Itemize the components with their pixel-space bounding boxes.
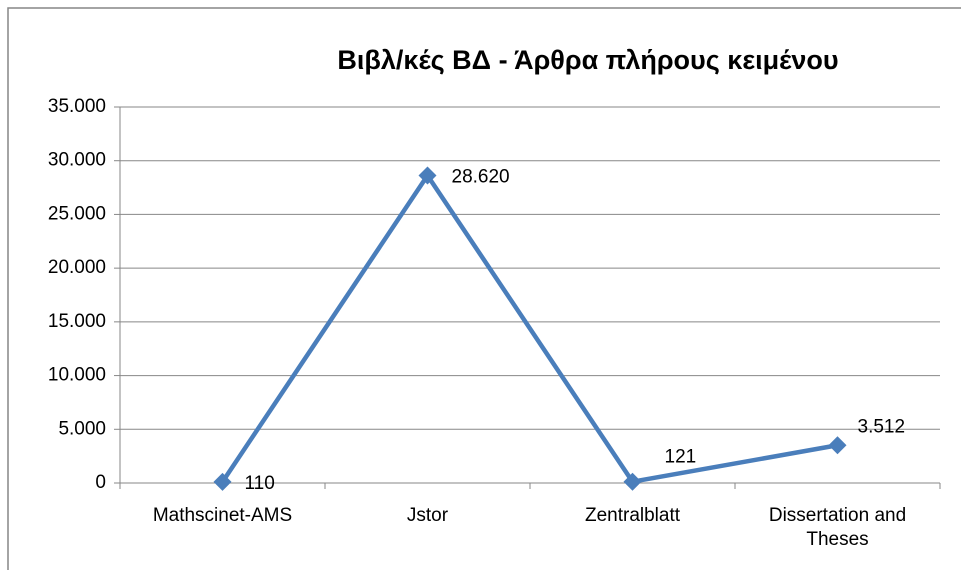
- y-tick-label: 0: [95, 472, 106, 493]
- x-tick-label: Jstor: [406, 505, 449, 526]
- data-marker: [418, 166, 437, 185]
- data-marker: [623, 472, 642, 491]
- data-marker: [828, 436, 847, 455]
- y-tick-label: 15.000: [48, 311, 106, 332]
- y-tick-label: 20.000: [48, 257, 106, 278]
- chart-title: Βιβλ/κές ΒΔ - Άρθρα πλήρους κειμένου: [337, 45, 838, 75]
- data-marker: [213, 472, 232, 491]
- x-tick-label: Zentralblatt: [584, 505, 681, 526]
- y-tick-label: 25.000: [48, 203, 106, 224]
- y-tick-label: 10.000: [48, 365, 106, 386]
- data-label: 121: [665, 447, 697, 468]
- x-tick-label: Dissertation and Theses: [768, 505, 907, 550]
- data-label: 3.512: [858, 416, 906, 437]
- data-label: 28.620: [452, 167, 510, 188]
- y-tick-label: 30.000: [48, 150, 106, 171]
- data-line: [220, 173, 838, 484]
- x-tick-label: Mathscinet-AMS: [152, 505, 293, 526]
- y-tick-label: 35.000: [48, 96, 106, 117]
- chart-border: [7, 7, 961, 570]
- y-tick-label: 5.000: [58, 418, 106, 439]
- data-label: 110: [245, 473, 275, 494]
